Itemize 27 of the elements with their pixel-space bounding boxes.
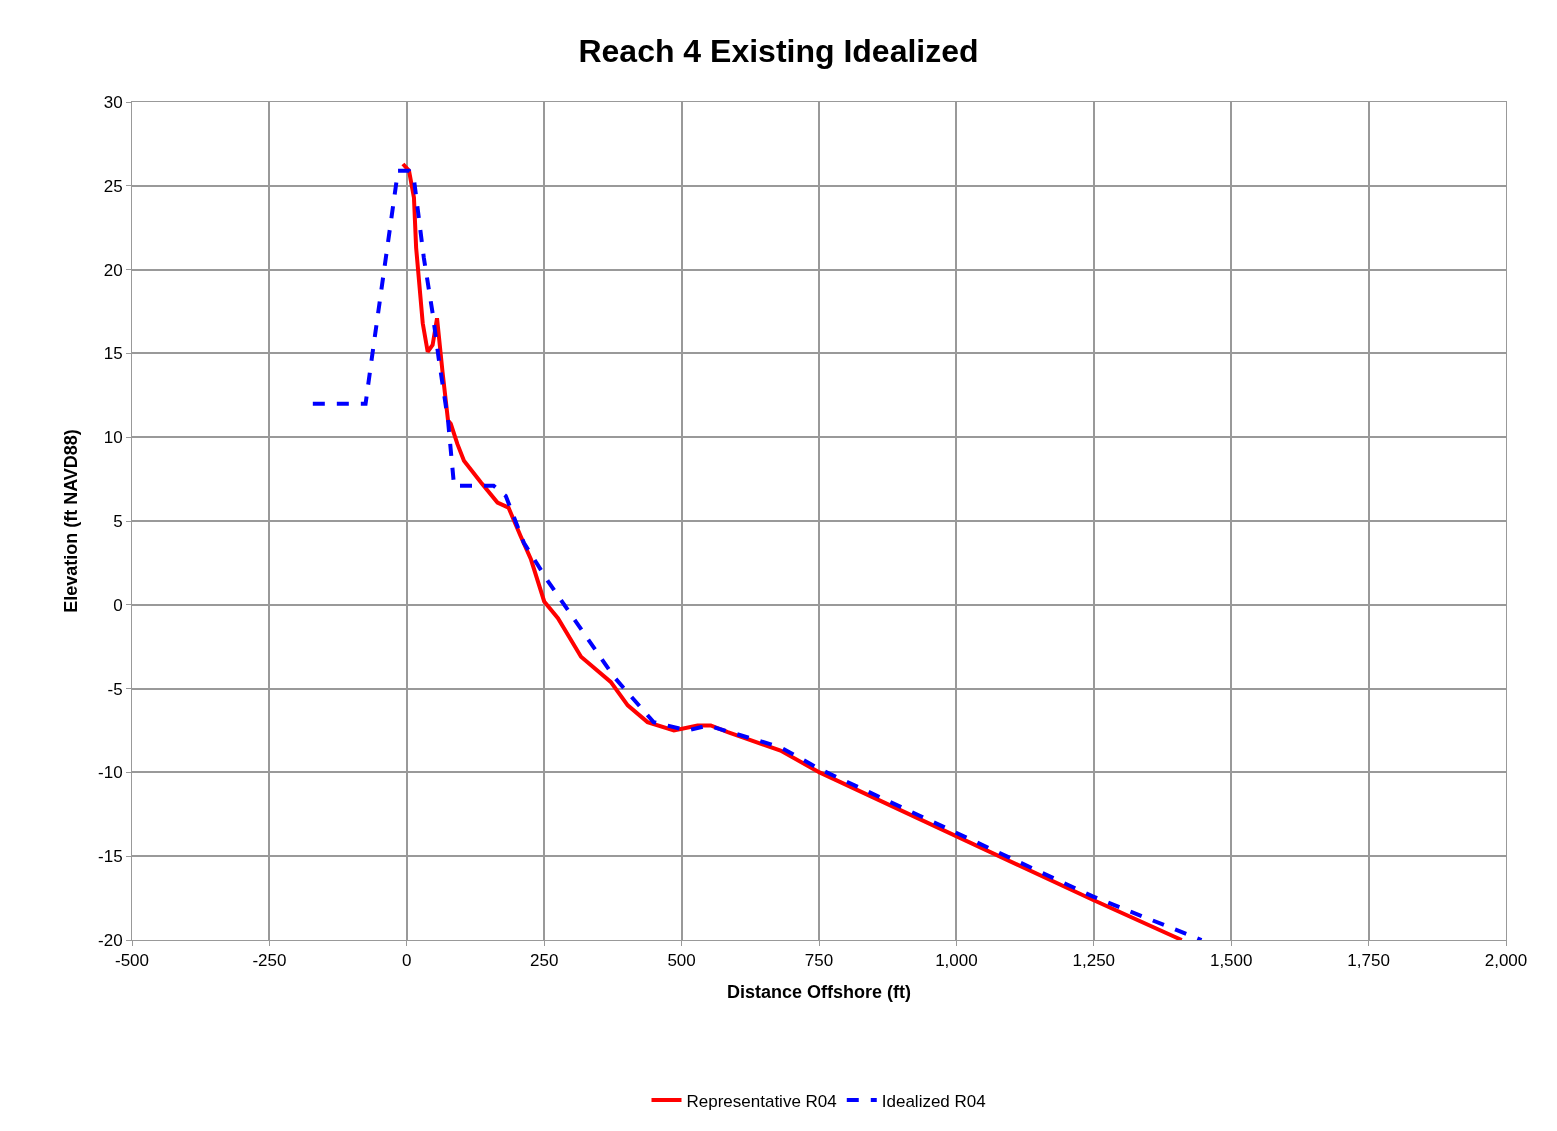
x-axis-title: Distance Offshore (ft)	[726, 981, 912, 1002]
y-tick-label: 0	[113, 595, 123, 615]
legend-label: Idealized R04	[881, 1091, 986, 1111]
y-tick-label: 30	[103, 92, 123, 112]
x-tick-label: 1,000	[935, 951, 978, 971]
x-tick-label: -500	[114, 951, 150, 971]
x-tick-label: -250	[252, 951, 287, 971]
y-tick-label: -20	[98, 930, 123, 950]
x-tick-label: 1,500	[1209, 951, 1253, 971]
x-tick-label: 1,750	[1347, 951, 1390, 971]
y-tick-label: 15	[103, 344, 123, 364]
legend-label: Representative R04	[686, 1091, 837, 1111]
x-tick-label: 0	[402, 951, 412, 971]
y-tick-label: 5	[113, 511, 123, 531]
y-tick-label: 20	[103, 260, 123, 280]
y-axis-title: Elevation (ft NAVD88)	[61, 429, 82, 613]
y-tick-label: -5	[107, 679, 123, 699]
x-tick-label: 250	[530, 951, 559, 971]
x-tick-label: 500	[667, 951, 696, 971]
y-tick-label: 25	[103, 176, 123, 196]
y-tick-label: 10	[103, 428, 123, 448]
chart-title: Reach 4 Existing Idealized	[578, 33, 979, 70]
y-tick-label: -10	[98, 763, 123, 783]
x-tick-label: 1,250	[1072, 951, 1116, 971]
x-tick-label: 2,000	[1484, 951, 1528, 971]
x-tick-label: 750	[804, 951, 834, 971]
y-tick-label: -15	[98, 847, 123, 867]
